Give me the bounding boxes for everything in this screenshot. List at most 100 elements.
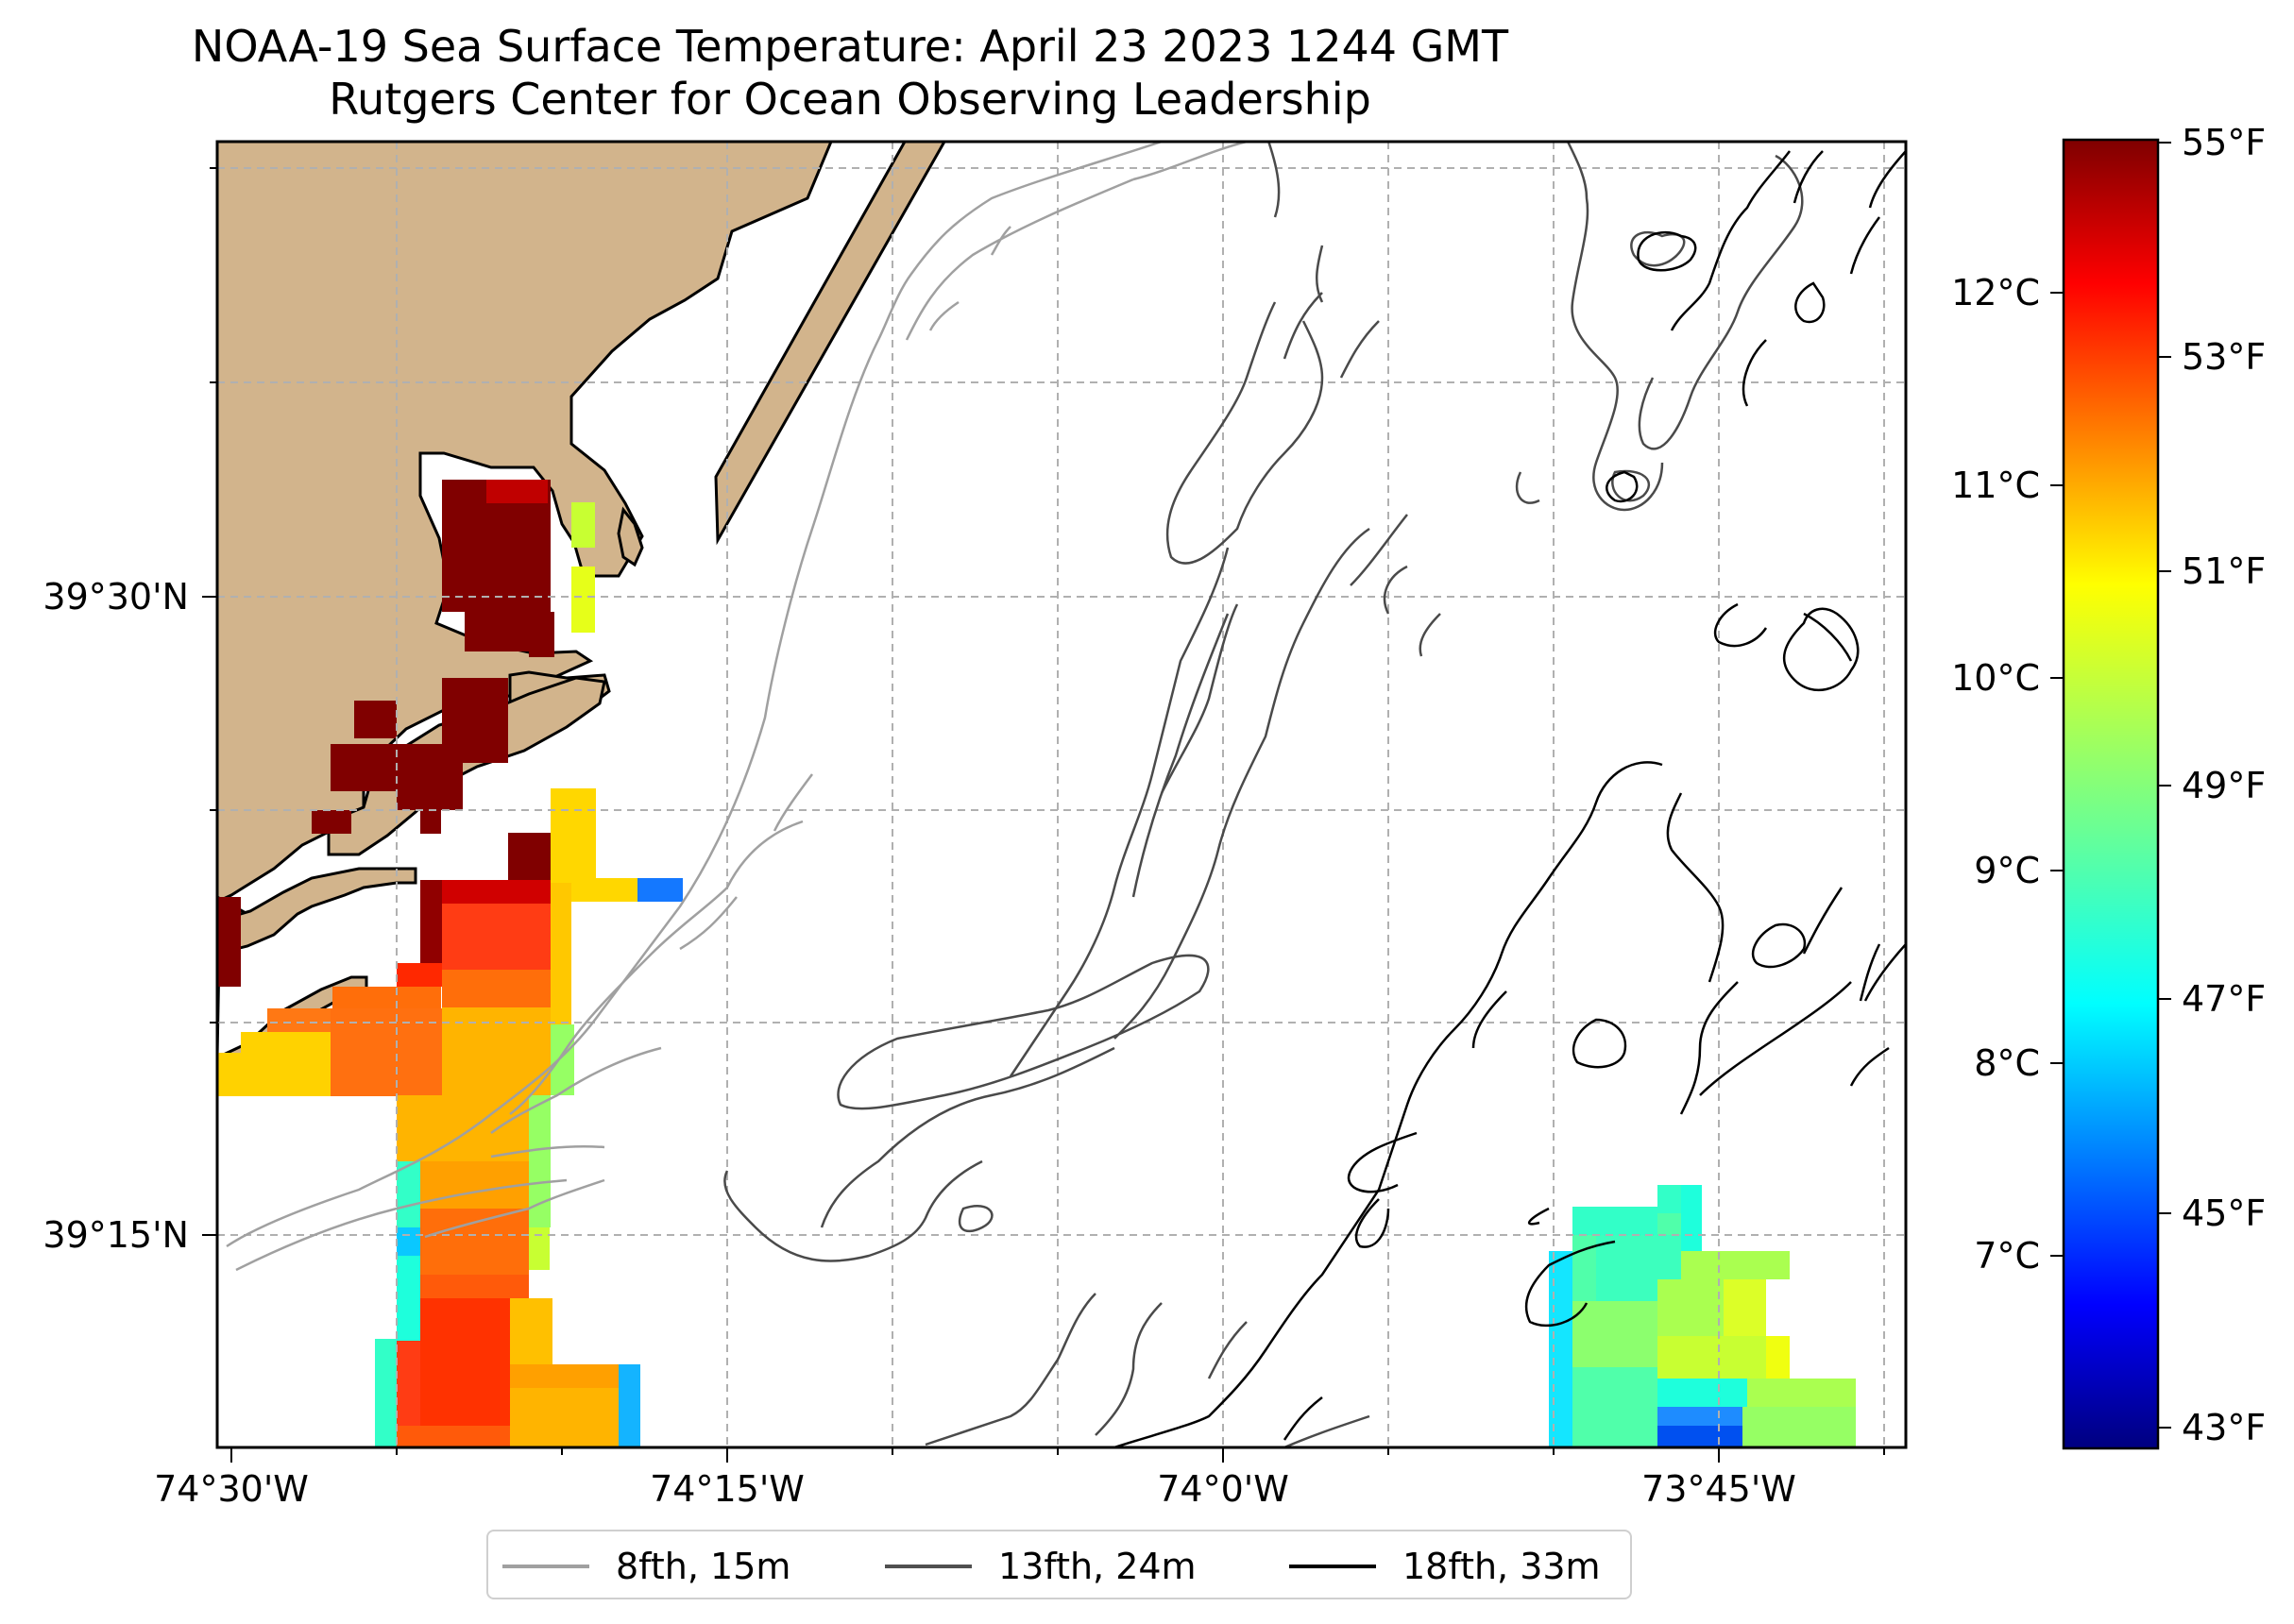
lon-label-74-30: 74°30'W [154,1468,309,1510]
colorbar-label-47f: 47°F [2182,978,2266,1020]
colorbar-label-43f: 43°F [2182,1407,2266,1448]
lon-ticks [230,1447,1885,1463]
sst-pixel [1747,1379,1856,1407]
legend-line-8fth [502,1565,589,1568]
sst-pixel [397,1426,510,1447]
sst-pixel [241,1032,331,1096]
sst-pixel [420,1161,529,1209]
sst-pixel [1572,1207,1657,1235]
sst-pixel [420,1209,529,1275]
sst-pixel [1742,1407,1856,1447]
sst-pixel [375,1339,397,1447]
legend-item-13fth: 13fth, 24m [885,1531,1197,1601]
map-title: NOAA-19 Sea Surface Temperature: April 2… [191,21,1509,72]
colorbar-label-12c: 12°C [1951,272,2040,313]
lat-ticks [202,167,217,1236]
sst-pixel [420,1275,529,1298]
map-area [217,142,1906,1447]
sst-pixel [1681,1251,1790,1279]
sst-pixel [619,1364,640,1447]
colorbar-label-51f: 51°F [2182,550,2266,592]
sst-pixel [1724,1279,1766,1336]
sst-pixel [465,612,507,651]
sst-pixel [508,833,551,880]
sst-pixel [331,1008,442,1096]
sst-pixel [1657,1379,1747,1407]
sst-pixel [397,1256,420,1341]
colorbar-label-8c: 8°C [1974,1042,2040,1084]
land-spit [714,142,946,546]
sst-pixel [510,1388,619,1447]
sst-pixel [529,1095,551,1227]
sst-pixel [1657,1407,1742,1426]
sst-pixel [510,1364,619,1388]
land-south-mass [217,867,417,956]
colorbar-c-ticks [2050,292,2064,1257]
sst-pixel [507,612,529,651]
land-island [617,506,644,567]
legend-label-8fth: 8fth, 15m [616,1546,791,1587]
colorbar-label-45f: 45°F [2182,1193,2266,1234]
sst-pixel [527,1007,551,1095]
sst-pixel [442,880,551,904]
map-gridlines [217,142,1906,1447]
isobath-13fth [723,142,1804,1447]
isobath-18fth [1113,150,1906,1447]
lon-label-74-0: 74°0'W [1157,1468,1289,1510]
sst-pixel [571,878,637,902]
legend-label-18fth: 18fth, 33m [1402,1546,1601,1587]
sst-pixel [397,791,463,810]
legend-line-13fth [885,1565,972,1568]
lat-label-39-30: 39°30'N [42,576,189,617]
legend-line-18fth [1289,1565,1376,1568]
sst-pixel [354,701,397,738]
sst-pixel [571,567,595,633]
sst-pixel [267,1008,333,1032]
legend-label-13fth: 13fth, 24m [998,1546,1197,1587]
sst-pixel [420,1298,510,1426]
sst-pixel [397,1227,420,1256]
sst-pixel [442,970,551,1007]
colorbar-label-11c: 11°C [1951,465,2040,506]
lon-label-74-15: 74°15'W [650,1468,805,1510]
legend-item-18fth: 18fth, 33m [1289,1531,1601,1601]
sst-pixel [442,1007,527,1095]
colorbar-label-49f: 49°F [2182,765,2266,806]
sst-pixel [551,1024,574,1095]
isobath-legend: 8fth, 15m 13fth, 24m 18fth, 33m [486,1530,1632,1599]
sst-pixel [529,1227,550,1270]
sst-pixel [486,480,548,503]
sst-pixel [529,612,554,657]
sst-pixel [397,963,442,987]
sst-pixel [420,880,442,965]
sst-pixel [1549,1251,1572,1447]
sst-pixel [217,897,241,987]
colorbar-label-7c: 7°C [1974,1235,2040,1277]
isobath-8fth [226,142,1248,1272]
sst-pixel [551,883,571,1024]
colorbar [2062,138,2160,1450]
sst-pixel [1681,1185,1702,1251]
map-frame [215,140,1908,1449]
sst-pixels [217,480,1856,1447]
map-subtitle: Rutgers Center for Ocean Observing Leade… [329,74,1371,125]
sst-pixel [1657,1185,1681,1213]
sst-pixel [571,502,595,548]
sst-pixel [637,878,683,902]
sst-pixel [1657,1336,1766,1379]
sst-pixel [1572,1301,1657,1367]
colorbar-label-9c: 9°C [1974,850,2040,891]
sst-pixel [510,1298,552,1364]
lat-label-39-15: 39°15'N [42,1214,189,1256]
sst-pixel [551,788,596,883]
colorbar-label-10c: 10°C [1951,657,2040,699]
legend-item-8fth: 8fth, 15m [502,1531,790,1601]
sst-pixel [442,904,551,970]
colorbar-label-53f: 53°F [2182,336,2266,378]
colorbar-f-ticks [2158,142,2171,1429]
lon-label-73-45: 73°45'W [1641,1468,1796,1510]
sst-pixel [217,1053,241,1096]
sst-pixel [1657,1279,1724,1336]
sst-pixel [312,810,351,834]
